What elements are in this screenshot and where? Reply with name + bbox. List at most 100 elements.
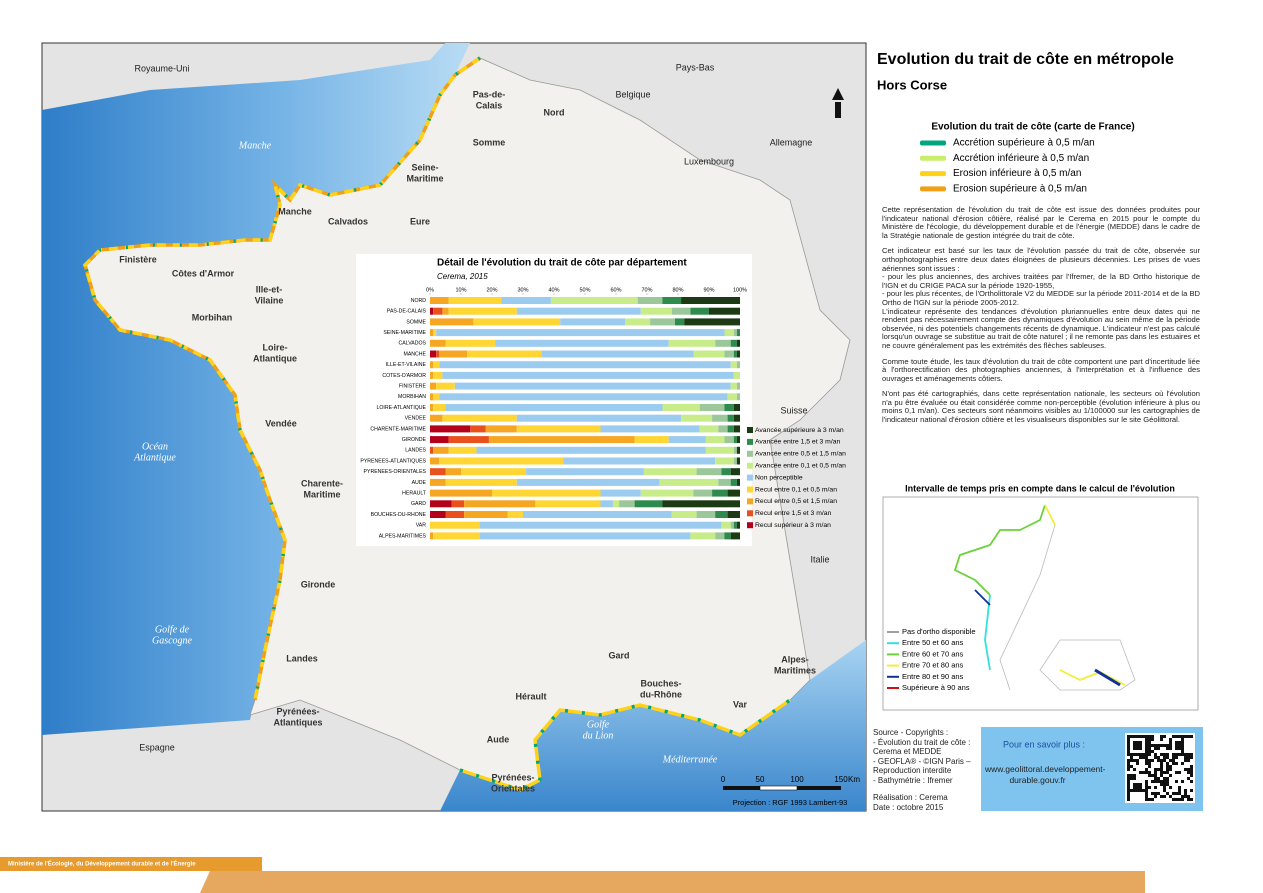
qr-cell — [1151, 738, 1154, 741]
qr-cell — [1145, 783, 1148, 786]
bar-segment — [473, 318, 561, 326]
bar-segment — [430, 371, 434, 379]
qr-cell — [1166, 756, 1169, 759]
bar-segment — [454, 382, 731, 390]
qr-cell — [1133, 786, 1136, 789]
qr-cell — [1175, 735, 1178, 738]
qr-cell — [1160, 771, 1163, 774]
chart-legend-swatch — [747, 474, 753, 481]
bar-segment — [733, 371, 740, 379]
bar-segment — [430, 414, 443, 422]
department-label: Hérault — [515, 691, 546, 701]
qr-cell — [1160, 780, 1163, 783]
chart-legend-swatch — [747, 427, 753, 433]
qr-cell — [1190, 753, 1193, 756]
qr-cell — [1139, 786, 1142, 789]
qr-cell — [1187, 798, 1190, 801]
bar-segment — [709, 307, 740, 315]
chart-legend-swatch — [747, 450, 753, 457]
qr-cell — [1157, 744, 1160, 747]
bar-segment — [433, 307, 443, 315]
link-url[interactable]: www.geolittoral.developpement-durable.go… — [985, 764, 1106, 785]
bar-segment — [718, 425, 728, 433]
bar-segment — [430, 329, 434, 337]
qr-cell — [1187, 735, 1190, 738]
bar-segment — [705, 436, 725, 444]
qr-cell — [1133, 741, 1136, 744]
bar-segment — [650, 318, 675, 326]
bar-segment — [733, 414, 740, 422]
qr-cell — [1184, 759, 1187, 762]
qr-cell — [1127, 780, 1130, 783]
y-tick-label: BOUCHES-DU-RHONE — [371, 512, 427, 518]
qr-cell — [1145, 747, 1148, 750]
qr-cell — [1160, 795, 1163, 798]
chart-title: Détail de l'évolution du trait de côte p… — [437, 258, 687, 269]
qr-cell — [1184, 795, 1187, 798]
bar-segment — [733, 404, 740, 411]
source-line: - Évolution du trait de côte : Cerema et… — [873, 737, 971, 757]
bar-segment — [625, 318, 651, 326]
qr-cell — [1127, 783, 1130, 786]
qr-cell — [1148, 774, 1151, 777]
qr-cell — [1160, 753, 1163, 756]
bar-segment — [690, 307, 709, 315]
qr-cell — [1151, 744, 1154, 747]
bar-segment — [733, 350, 737, 358]
qr-cell — [1181, 741, 1184, 744]
countrie-label: Luxembourg — [684, 156, 734, 166]
qr-cell — [1178, 771, 1181, 774]
qr-cell — [1163, 786, 1166, 789]
qr-cell — [1136, 759, 1139, 762]
bar-segment — [724, 350, 734, 358]
bar-segment — [430, 318, 474, 326]
interval-panel — [882, 496, 1199, 711]
bar-segment — [668, 339, 716, 347]
qr-cell — [1163, 771, 1166, 774]
qr-cell — [1169, 765, 1172, 768]
bar-segment — [442, 414, 517, 422]
qr-cell — [1160, 765, 1163, 768]
bar-segment — [448, 446, 477, 454]
bar-segment — [433, 532, 480, 540]
qr-cell — [1145, 759, 1148, 762]
qr-cell — [1130, 777, 1133, 780]
qr-cell — [1181, 750, 1184, 753]
bar-segment — [715, 511, 728, 518]
qr-cell — [1154, 786, 1157, 789]
qr-cell — [1166, 765, 1169, 768]
bar-segment — [637, 297, 663, 304]
paragraph: Cette représentation de l'évolution du t… — [882, 205, 1200, 240]
department-label: Pas-de- — [473, 89, 506, 99]
scale-label: 0 — [721, 775, 726, 784]
qr-cell — [1151, 735, 1154, 738]
bar-segment — [659, 478, 719, 486]
bar-segment — [433, 361, 440, 369]
source-line: - GEOFLA® - ©IGN Paris – Reproduction in… — [873, 756, 971, 776]
qr-cell — [1169, 786, 1172, 789]
qr-cell — [1127, 789, 1130, 792]
qr-cell — [1160, 762, 1163, 765]
legend-label: Erosion supérieure à 0,5 m/an — [953, 184, 1087, 195]
bar-segment — [612, 500, 620, 508]
bar-segment — [430, 532, 434, 540]
department-label: Maritimes — [774, 665, 816, 675]
chart-legend-label: Avancée entre 1,5 et 3 m/an — [755, 439, 840, 446]
qr-cell — [1148, 738, 1151, 741]
qr-cell — [1154, 795, 1157, 798]
bar-segment — [442, 371, 734, 379]
bar-segment — [436, 350, 440, 358]
bar-segment — [690, 532, 716, 540]
scale-label: Km — [848, 775, 860, 784]
qr-cell — [1133, 747, 1136, 750]
qr-cell — [1133, 768, 1136, 771]
qr-cell — [1169, 747, 1172, 750]
bar-segment — [439, 393, 728, 401]
qr-cell — [1145, 762, 1148, 765]
qr-cell — [1160, 759, 1163, 762]
sea-label: Golfe de — [155, 624, 190, 635]
countrie-label: Allemagne — [770, 137, 813, 147]
x-tick-label: 100% — [733, 287, 747, 293]
qr-cell — [1136, 735, 1139, 738]
